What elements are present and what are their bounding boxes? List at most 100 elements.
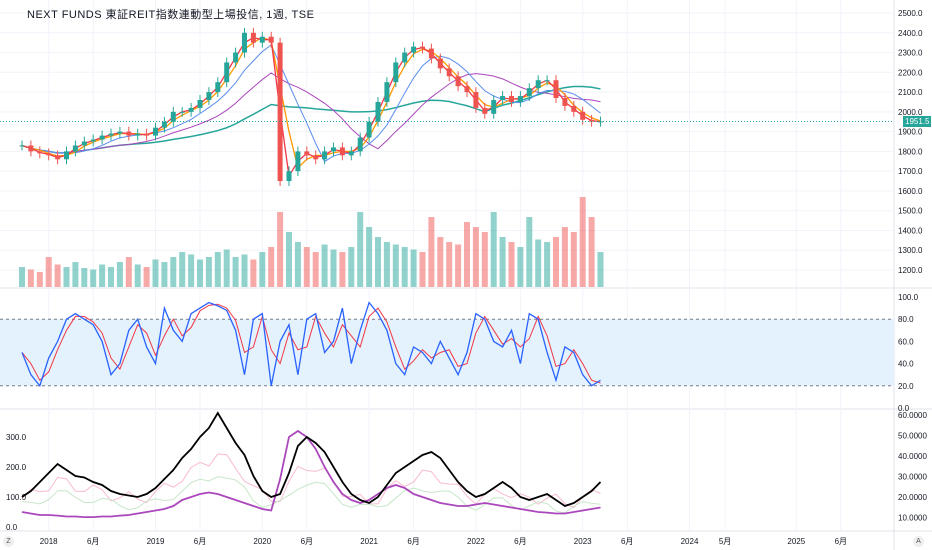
hv-left-tick-label: 200.0 bbox=[6, 463, 27, 472]
candle bbox=[108, 133, 114, 136]
candle bbox=[535, 80, 541, 89]
last-price-badge: 1951.5 bbox=[903, 116, 932, 127]
price-tick-label: 2100.0 bbox=[898, 88, 923, 97]
candle bbox=[482, 107, 488, 114]
volume-bar bbox=[223, 249, 230, 287]
candle bbox=[224, 62, 230, 83]
x-tick-label: 2021 bbox=[360, 537, 378, 546]
price-tick-label: 2200.0 bbox=[898, 68, 923, 77]
volume-bar bbox=[330, 249, 337, 287]
hv-left-tick-label: 100.0 bbox=[6, 493, 27, 502]
price-tick-label: 2500.0 bbox=[898, 9, 923, 18]
price-tick-label: 1700.0 bbox=[898, 167, 923, 176]
volume-bar bbox=[170, 257, 177, 287]
candle bbox=[188, 107, 194, 112]
candle bbox=[446, 68, 452, 77]
volume-bar bbox=[375, 237, 381, 287]
volume-bar bbox=[419, 252, 426, 287]
candle bbox=[19, 145, 25, 147]
hv-green-line bbox=[21, 476, 601, 514]
candle bbox=[322, 151, 328, 160]
volume-bar bbox=[277, 212, 284, 287]
candle bbox=[28, 145, 34, 152]
candle bbox=[589, 119, 595, 122]
volume-bar bbox=[508, 242, 515, 287]
stoch-tick-label: 80.0 bbox=[898, 315, 914, 324]
volume-bar bbox=[259, 252, 266, 287]
candle bbox=[366, 121, 372, 138]
ma-red-line bbox=[21, 37, 601, 179]
x-tick-label: 2019 bbox=[147, 537, 165, 546]
volume-bar bbox=[544, 242, 551, 287]
volume-bar bbox=[490, 212, 497, 287]
volume-bar bbox=[36, 272, 43, 287]
volume-bar bbox=[401, 247, 408, 287]
candle bbox=[509, 96, 514, 102]
candle bbox=[90, 139, 96, 142]
x-tick-label: 2020 bbox=[253, 537, 271, 546]
auto-scale-button[interactable]: A bbox=[913, 536, 924, 547]
candle bbox=[286, 171, 292, 182]
candle bbox=[161, 121, 167, 128]
price-tick-label: 1600.0 bbox=[898, 187, 923, 196]
volume-bar bbox=[19, 267, 25, 287]
candle bbox=[170, 111, 176, 122]
volume-bar bbox=[472, 227, 479, 287]
x-tick-label: 2025 bbox=[787, 537, 805, 546]
candle bbox=[206, 92, 212, 100]
volume-bar bbox=[27, 269, 34, 287]
candle bbox=[64, 151, 69, 160]
volume-bar bbox=[241, 254, 248, 287]
volume-bar bbox=[45, 257, 52, 287]
volume-bar bbox=[143, 267, 150, 287]
price-tick-label: 1400.0 bbox=[898, 226, 923, 235]
candle bbox=[491, 99, 497, 114]
hv-purple-line bbox=[21, 429, 601, 518]
volume-bar bbox=[517, 247, 524, 287]
x-tick-label: 6月 bbox=[835, 537, 847, 546]
candle bbox=[348, 151, 354, 156]
volume-bar bbox=[214, 252, 221, 287]
x-tick-label: 6月 bbox=[621, 537, 633, 546]
hv-right-tick-label: 60.0000 bbox=[898, 411, 927, 420]
volume-bar bbox=[526, 217, 533, 287]
candle bbox=[250, 32, 256, 43]
candle bbox=[277, 42, 283, 182]
hv-right-tick-label: 20.0000 bbox=[898, 493, 927, 502]
candle bbox=[562, 98, 568, 106]
candle bbox=[384, 82, 390, 102]
price-tick-label: 1900.0 bbox=[898, 128, 923, 137]
volume-bar bbox=[535, 239, 542, 287]
zoom-button[interactable]: Z bbox=[3, 536, 14, 547]
ma-purple-line bbox=[21, 72, 601, 154]
volume-bar bbox=[464, 222, 470, 287]
volume-bar bbox=[366, 227, 373, 287]
volume-bar bbox=[134, 264, 141, 287]
price-tick-label: 1800.0 bbox=[898, 147, 923, 156]
stoch-band bbox=[0, 319, 894, 386]
ma-blue-line bbox=[21, 44, 601, 163]
candle bbox=[233, 52, 239, 63]
volume-bar bbox=[570, 232, 577, 287]
stoch-tick-label: 0.0 bbox=[898, 404, 910, 413]
volume-bar bbox=[321, 244, 328, 287]
volume-bar bbox=[63, 267, 70, 287]
hv-left-tick-label: 0.0 bbox=[6, 523, 18, 532]
volume-bar bbox=[250, 259, 257, 287]
candle bbox=[428, 48, 434, 59]
price-tick-label: 2300.0 bbox=[898, 49, 923, 58]
volume-bar bbox=[455, 244, 462, 287]
candle bbox=[473, 92, 479, 108]
candle bbox=[268, 36, 274, 43]
volume-bar bbox=[303, 247, 310, 287]
candle bbox=[55, 155, 61, 160]
candle bbox=[304, 151, 310, 156]
candle bbox=[375, 101, 381, 122]
volume-bar bbox=[197, 259, 203, 287]
candle bbox=[242, 32, 247, 53]
hv-right-tick-label: 50.0000 bbox=[898, 432, 927, 441]
volume-bar bbox=[357, 212, 364, 287]
candle bbox=[331, 147, 336, 152]
volume-bar bbox=[410, 249, 417, 287]
